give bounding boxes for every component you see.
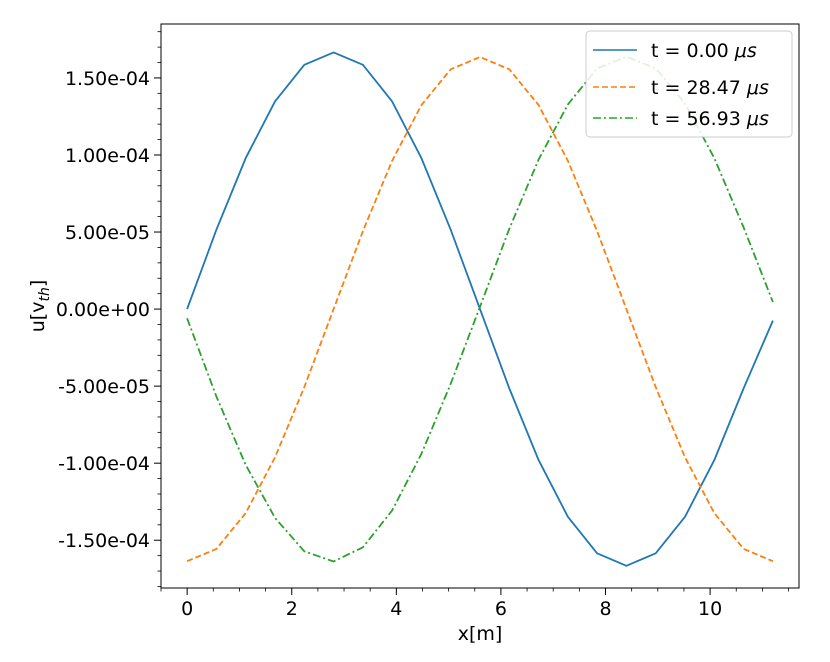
y-tick-label: 1.50e-04: [65, 68, 150, 90]
y-tick-label: 0.00e+00: [56, 299, 150, 321]
legend-entry-2-unit: μs: [746, 108, 769, 130]
series-line-1: [186, 56, 774, 563]
x-tick-label: 0: [181, 598, 193, 620]
y-axis-label-sub: th: [37, 287, 53, 301]
legend-entry-2-prefix: t = 56.93: [651, 108, 747, 130]
legend-entry-0-unit: μs: [734, 40, 757, 62]
x-tick-label: 4: [390, 598, 402, 620]
x-tick-label: 10: [698, 598, 722, 620]
legend-entry-2: t = 56.93 μs: [651, 108, 769, 130]
minor-ticks: [157, 31, 789, 592]
legend-box: [585, 30, 793, 138]
legend-entry-1-prefix: t = 28.47: [651, 77, 747, 99]
y-tick-label: 5.00e-05: [65, 222, 150, 244]
y-axis-ticks: 1.50e-04 1.00e-04 5.00e-05 0.00e+00 -5.00e-0…: [56, 68, 161, 552]
x-tick-label: 8: [599, 598, 611, 620]
y-tick-label: -5.00e-05: [58, 376, 150, 398]
legend-entry-0: t = 0.00 μs: [651, 40, 757, 62]
legend-entry-0-prefix: t = 0.00: [651, 40, 735, 62]
x-axis-label: x[m]: [458, 623, 503, 645]
legend-entry-1-unit: μs: [746, 77, 769, 99]
x-tick-label: 6: [495, 598, 507, 620]
plot-frame: [160, 23, 800, 589]
legend-entry-1: t = 28.47 μs: [651, 77, 769, 99]
y-tick-label: -1.50e-04: [58, 530, 150, 552]
y-axis-label-main: u[v: [27, 302, 49, 333]
y-tick-label: 1.00e-04: [65, 145, 150, 167]
y-axis-label: u[vth]: [27, 280, 53, 333]
y-tick-label: -1.00e-04: [58, 453, 150, 475]
y-axis-label-close: ]: [27, 280, 49, 287]
x-axis-ticks: 0 2 4 6 8 10: [181, 588, 722, 620]
x-tick-label: 2: [286, 598, 298, 620]
legend: t = 0.00 μs t = 28.47 μs t = 56.93 μs: [585, 30, 793, 138]
